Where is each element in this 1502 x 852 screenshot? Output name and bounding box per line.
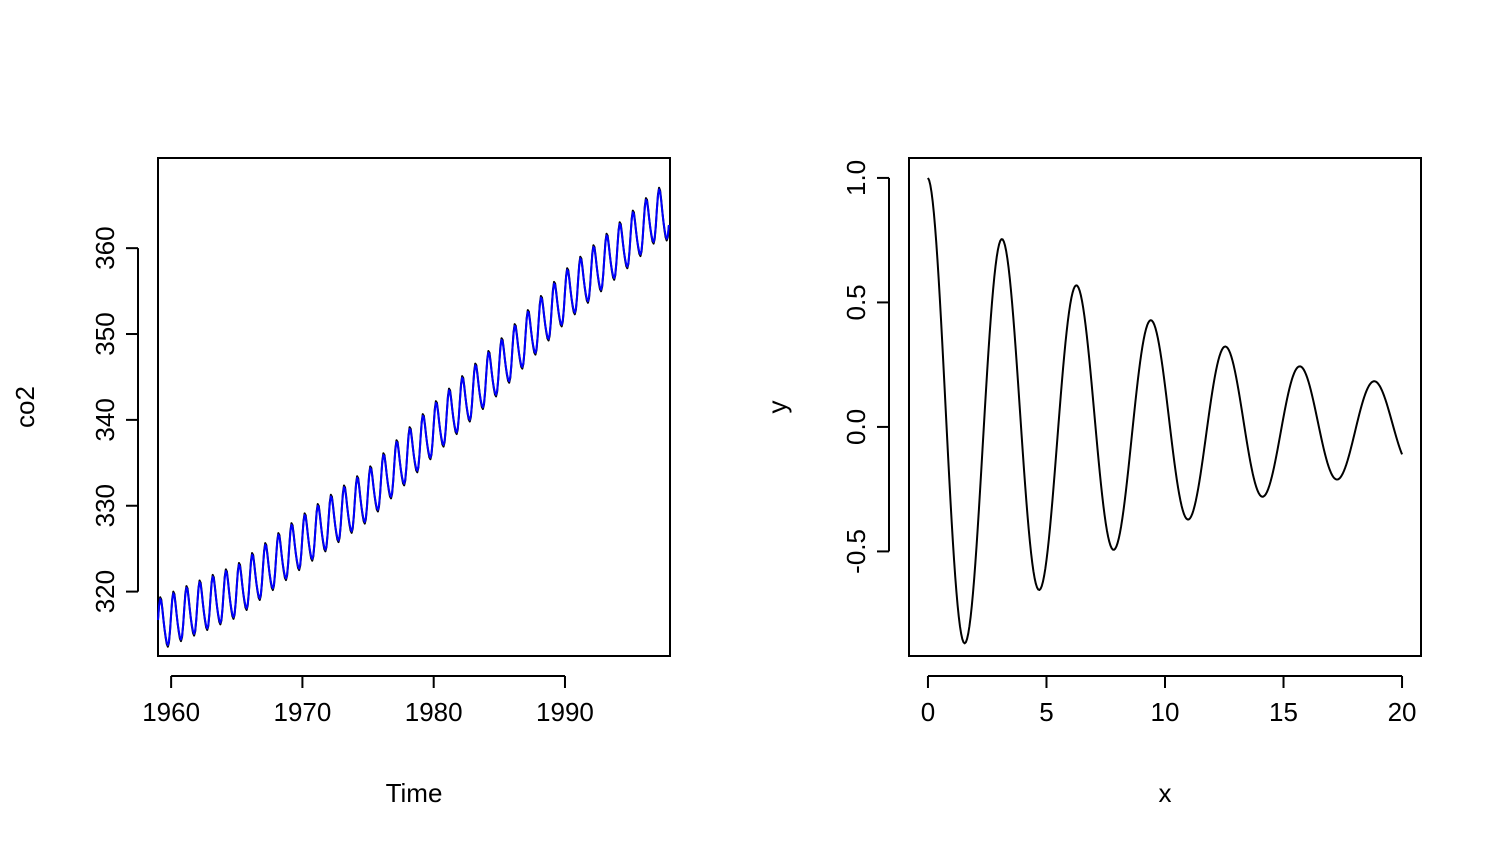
x-tick-label: 1970 bbox=[273, 697, 331, 727]
plot-frame bbox=[157, 157, 671, 657]
x-axis: 1960 1970 1980 1990 bbox=[142, 675, 594, 727]
y-axis-title: y bbox=[762, 401, 792, 414]
x-axis-title: Time bbox=[386, 778, 443, 808]
x-tick-label: 5 bbox=[1039, 697, 1053, 727]
x-tick-label: 1960 bbox=[142, 697, 200, 727]
y-tick-label: 1.0 bbox=[841, 160, 871, 196]
series-line bbox=[927, 177, 1403, 645]
y-tick-label: 350 bbox=[90, 312, 120, 355]
x-axis-title: x bbox=[1159, 778, 1172, 808]
series-line bbox=[157, 188, 670, 647]
y-tick-label: 340 bbox=[90, 398, 120, 441]
y-tick-label: 320 bbox=[90, 570, 120, 613]
series-group bbox=[157, 186, 670, 648]
x-tick-label: 20 bbox=[1388, 697, 1417, 727]
y-axis-title: co2 bbox=[10, 386, 40, 428]
series-group bbox=[927, 177, 1403, 645]
y-tick-label: 0.0 bbox=[841, 409, 871, 445]
y-tick-label: 330 bbox=[90, 484, 120, 527]
x-tick-label: 15 bbox=[1269, 697, 1298, 727]
x-axis: 0 5 10 15 20 bbox=[921, 675, 1417, 727]
plot-frame bbox=[908, 157, 1422, 657]
damped-cosine-panel: 0 5 10 15 20 -0.5 0.0 0.5 1.0 x y bbox=[762, 157, 1422, 808]
y-axis: 320 330 340 350 360 bbox=[90, 226, 139, 613]
y-tick-label: 0.5 bbox=[841, 284, 871, 320]
x-tick-label: 1990 bbox=[536, 697, 594, 727]
co2-time-series-panel: 1960 1970 1980 1990 320 330 340 350 360 Time co… bbox=[10, 157, 671, 808]
y-axis: -0.5 0.0 0.5 1.0 bbox=[841, 160, 890, 574]
y-tick-label: 360 bbox=[90, 226, 120, 269]
x-tick-label: 10 bbox=[1151, 697, 1180, 727]
y-tick-label: -0.5 bbox=[841, 529, 871, 574]
x-tick-label: 1980 bbox=[405, 697, 463, 727]
x-tick-label: 0 bbox=[921, 697, 935, 727]
